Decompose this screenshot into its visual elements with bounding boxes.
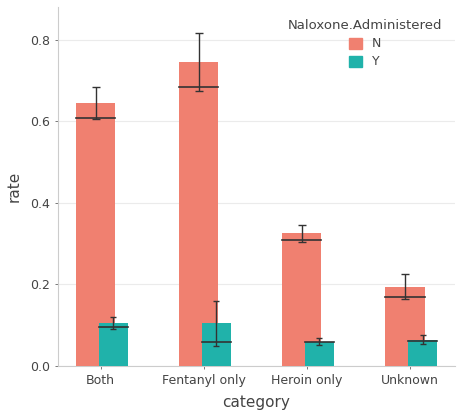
Bar	[385, 286, 425, 366]
Y-axis label: rate: rate	[7, 171, 22, 202]
Bar	[408, 339, 437, 366]
X-axis label: category: category	[223, 395, 291, 410]
Legend: N, Y: N, Y	[282, 13, 449, 75]
Bar	[76, 103, 115, 366]
Bar	[99, 323, 128, 366]
Bar	[282, 234, 322, 366]
Bar	[305, 342, 334, 366]
Bar	[202, 323, 231, 366]
Bar	[179, 62, 219, 366]
